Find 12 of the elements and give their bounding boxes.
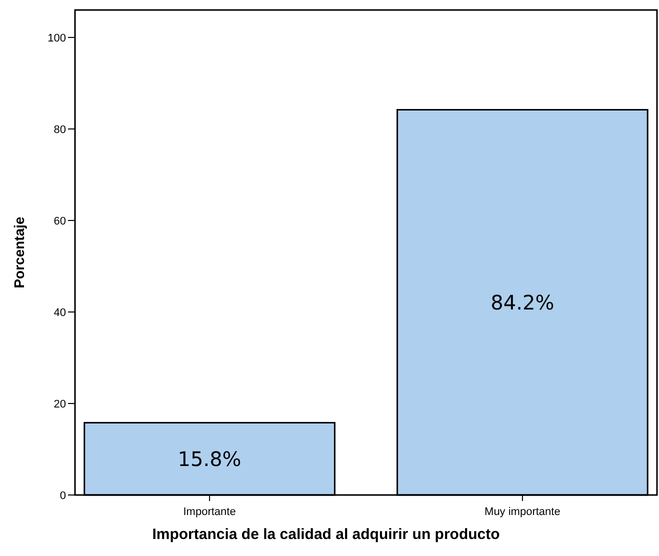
y-tick-label: 80 — [54, 124, 66, 136]
y-tick-label: 100 — [48, 32, 66, 44]
x-tick-label: Importante — [183, 506, 236, 518]
data-label: 84.2% — [490, 290, 554, 314]
y-tick-label: 0 — [60, 490, 66, 502]
y-axis-title: Porcentaje — [11, 216, 27, 288]
x-tick-label: Muy importante — [484, 506, 560, 518]
x-axis-title: Importancia de la calidad al adquirir un producto — [152, 526, 500, 543]
y-tick-label: 40 — [54, 306, 66, 319]
data-label: 15.8% — [178, 446, 242, 471]
y-tick-label: 60 — [54, 215, 66, 228]
y-tick-label: 20 — [54, 398, 66, 410]
